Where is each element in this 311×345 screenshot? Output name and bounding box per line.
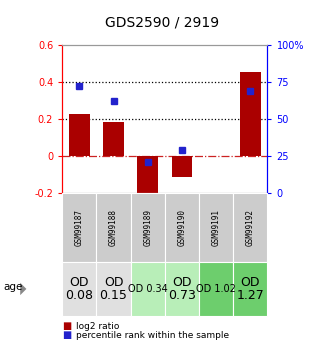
Text: 0.08: 0.08 [65, 289, 93, 302]
Text: GSM99188: GSM99188 [109, 209, 118, 246]
Text: ■: ■ [62, 321, 72, 331]
Text: GDS2590 / 2919: GDS2590 / 2919 [105, 16, 219, 29]
Bar [172, 156, 192, 177]
Text: OD: OD [172, 276, 192, 289]
Text: 0.73: 0.73 [168, 289, 196, 302]
Text: GSM99187: GSM99187 [75, 209, 84, 246]
Text: 0.15: 0.15 [100, 289, 128, 302]
Text: GSM99191: GSM99191 [212, 209, 220, 246]
Text: GSM99189: GSM99189 [143, 209, 152, 246]
Text: OD 0.34: OD 0.34 [128, 284, 168, 294]
Text: log2 ratio: log2 ratio [76, 322, 119, 331]
Text: ■: ■ [62, 331, 72, 340]
Text: 1.27: 1.27 [236, 289, 264, 302]
Text: OD: OD [241, 276, 260, 289]
Bar [137, 156, 158, 204]
Text: OD 1.02: OD 1.02 [196, 284, 236, 294]
Text: OD: OD [70, 276, 89, 289]
Bar [240, 72, 261, 156]
Text: GSM99190: GSM99190 [178, 209, 186, 246]
Text: age: age [3, 282, 22, 292]
Text: GSM99192: GSM99192 [246, 209, 255, 246]
Text: OD: OD [104, 276, 123, 289]
Bar [69, 115, 90, 156]
Bar [103, 122, 124, 156]
Text: percentile rank within the sample: percentile rank within the sample [76, 331, 229, 340]
